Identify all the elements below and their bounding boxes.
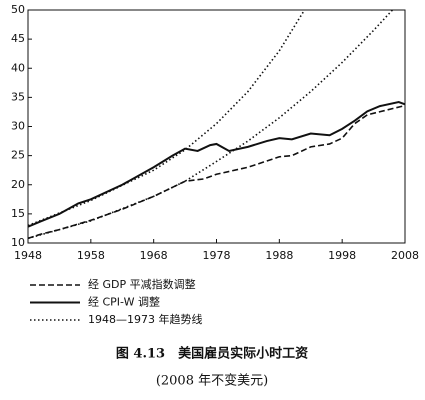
x-tick-label: 1948 [14, 249, 42, 262]
series-line [28, 100, 405, 228]
y-tick-label: 30 [11, 120, 25, 133]
chart-title: 图 4.13 美国雇员实际小时工资 [116, 346, 308, 362]
x-tick-label: 1988 [265, 249, 293, 262]
y-tick-label: 10 [11, 236, 25, 249]
chart-subtitle: (2008 年不变美元) [156, 373, 268, 389]
plot-frame [27, 9, 406, 244]
series-line [28, 10, 394, 240]
x-tick-label: 1998 [328, 249, 356, 262]
x-tick-label: 1978 [203, 249, 231, 262]
y-tick-label: 45 [11, 32, 25, 45]
legend-label: 经 GDP 平减指数调整 [88, 277, 196, 291]
series-line [28, 10, 306, 227]
legend-label: 经 CPI-W 调整 [88, 295, 160, 309]
x-tick-label: 1968 [140, 249, 168, 262]
legend-label: 1948—1973 年趋势线 [88, 312, 203, 326]
x-tick-label: 2008 [391, 249, 419, 262]
y-tick-label: 35 [11, 90, 25, 103]
y-tick-label: 50 [11, 3, 25, 16]
y-tick-label: 40 [11, 61, 25, 74]
y-tick-label: 20 [11, 178, 25, 191]
x-tick-label: 1958 [77, 249, 105, 262]
y-tick-label: 15 [11, 207, 25, 220]
y-tick-label: 25 [11, 149, 25, 162]
